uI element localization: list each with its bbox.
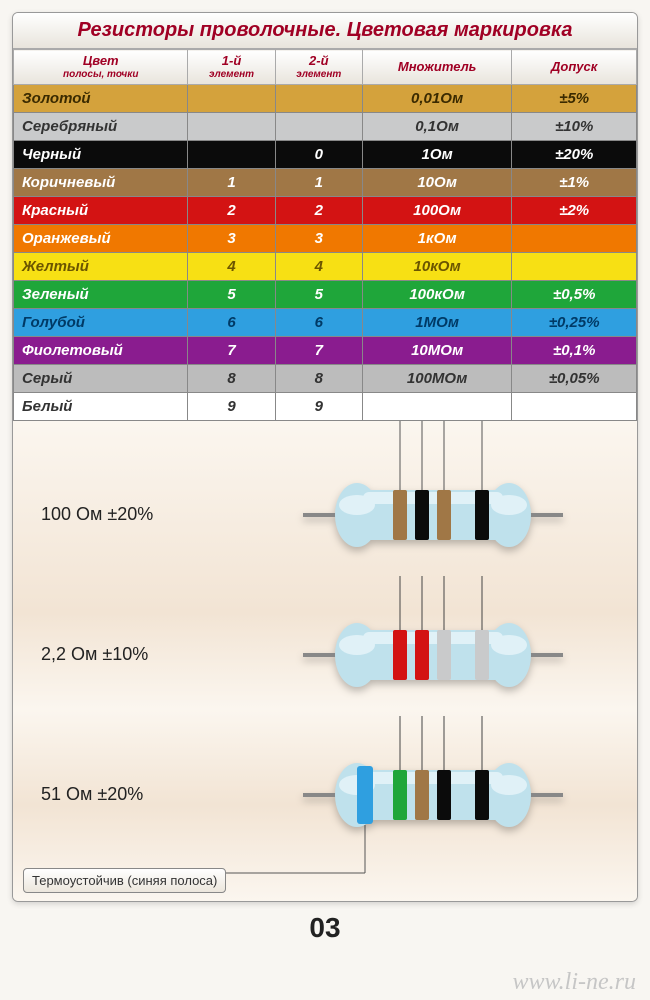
table-row: Фиолетовый7710МОм±0,1% xyxy=(14,337,637,365)
table-row: Оранжевый331кОм xyxy=(14,225,637,253)
color-name-cell: Красный xyxy=(14,197,188,225)
examples-area: Термоустойчив (синяя полоса) 100 Ом ±20%… xyxy=(13,421,637,901)
color-name-cell: Фиолетовый xyxy=(14,337,188,365)
color-value-cell: 1кОм xyxy=(362,225,512,253)
th-color: Цветполосы, точки xyxy=(14,50,188,85)
table-row: Серебряный 0,1Ом±10% xyxy=(14,113,637,141)
color-name-cell: Голубой xyxy=(14,309,188,337)
table-row: Желтый4410кОм xyxy=(14,253,637,281)
th-mult: Множитель xyxy=(362,50,512,85)
resistor-illustration xyxy=(303,616,563,694)
card-title: Резисторы проволочные. Цветовая маркиров… xyxy=(13,13,637,49)
color-value-cell: 100кОм xyxy=(362,281,512,309)
color-value-cell: 10МОм xyxy=(362,337,512,365)
color-value-cell: ±20% xyxy=(512,141,637,169)
info-card: Резисторы проволочные. Цветовая маркиров… xyxy=(12,12,638,902)
color-value-cell: ±5% xyxy=(512,85,637,113)
color-value-cell xyxy=(362,393,512,421)
color-value-cell: 3 xyxy=(275,225,362,253)
color-value-cell: 1МОм xyxy=(362,309,512,337)
color-name-cell: Белый xyxy=(14,393,188,421)
color-value-cell: 6 xyxy=(275,309,362,337)
color-value-cell xyxy=(512,393,637,421)
th-d2: 2-йэлемент xyxy=(275,50,362,85)
color-value-cell: 6 xyxy=(188,309,275,337)
color-name-cell: Коричневый xyxy=(14,169,188,197)
resistor-wrap xyxy=(303,476,563,559)
color-name-cell: Золотой xyxy=(14,85,188,113)
color-name-cell: Серебряный xyxy=(14,113,188,141)
resistor-illustration xyxy=(303,756,563,834)
table-row: Белый99 xyxy=(14,393,637,421)
color-name-cell: Черный xyxy=(14,141,188,169)
color-value-cell: 1 xyxy=(275,169,362,197)
color-value-cell: 4 xyxy=(275,253,362,281)
color-value-cell xyxy=(188,141,275,169)
color-value-cell xyxy=(512,225,637,253)
color-name-cell: Серый xyxy=(14,365,188,393)
color-value-cell: 1Ом xyxy=(362,141,512,169)
color-value-cell: 8 xyxy=(188,365,275,393)
color-value-cell: 8 xyxy=(275,365,362,393)
color-code-table: Цветполосы, точки 1-йэлемент 2-йэлемент … xyxy=(13,49,637,421)
color-value-cell: 4 xyxy=(188,253,275,281)
color-value-cell xyxy=(512,253,637,281)
table-row: Серый88100МОм±0,05% xyxy=(14,365,637,393)
color-value-cell: 2 xyxy=(275,197,362,225)
color-name-cell: Желтый xyxy=(14,253,188,281)
color-value-cell: 0 xyxy=(275,141,362,169)
color-value-cell: 1 xyxy=(188,169,275,197)
color-value-cell: 7 xyxy=(188,337,275,365)
color-value-cell: 2 xyxy=(188,197,275,225)
color-value-cell: ±0,05% xyxy=(512,365,637,393)
color-value-cell: 10кОм xyxy=(362,253,512,281)
color-value-cell: 9 xyxy=(188,393,275,421)
color-name-cell: Оранжевый xyxy=(14,225,188,253)
color-value-cell: 7 xyxy=(275,337,362,365)
table-row: Черный 01Ом±20% xyxy=(14,141,637,169)
table-row: Золотой 0,01Ом±5% xyxy=(14,85,637,113)
color-name-cell: Зеленый xyxy=(14,281,188,309)
color-value-cell: 0,1Ом xyxy=(362,113,512,141)
color-value-cell xyxy=(188,85,275,113)
table-row: Красный22100Ом±2% xyxy=(14,197,637,225)
color-value-cell xyxy=(275,85,362,113)
color-value-cell: 100Ом xyxy=(362,197,512,225)
color-value-cell: 100МОм xyxy=(362,365,512,393)
color-value-cell: 9 xyxy=(275,393,362,421)
color-value-cell xyxy=(275,113,362,141)
table-row: Коричневый1110Ом±1% xyxy=(14,169,637,197)
color-value-cell: 3 xyxy=(188,225,275,253)
color-value-cell: 5 xyxy=(188,281,275,309)
resistor-illustration xyxy=(303,476,563,554)
color-value-cell: 0,01Ом xyxy=(362,85,512,113)
color-value-cell: ±0,1% xyxy=(512,337,637,365)
color-value-cell: ±0,5% xyxy=(512,281,637,309)
table-row: Голубой661МОм±0,25% xyxy=(14,309,637,337)
watermark: www.li-ne.ru xyxy=(512,969,636,996)
color-value-cell: ±1% xyxy=(512,169,637,197)
resistor-wrap xyxy=(303,756,563,839)
color-value-cell: 10Ом xyxy=(362,169,512,197)
color-value-cell: 5 xyxy=(275,281,362,309)
resistor-wrap xyxy=(303,616,563,699)
example-label: 2,2 Ом ±10% xyxy=(41,644,148,665)
th-d1: 1-йэлемент xyxy=(188,50,275,85)
color-value-cell: ±2% xyxy=(512,197,637,225)
page-number: 03 xyxy=(12,912,638,944)
th-tol: Допуск xyxy=(512,50,637,85)
table-row: Зеленый55100кОм±0,5% xyxy=(14,281,637,309)
example-label: 51 Ом ±20% xyxy=(41,784,143,805)
color-value-cell: ±0,25% xyxy=(512,309,637,337)
color-value-cell xyxy=(188,113,275,141)
example-label: 100 Ом ±20% xyxy=(41,504,153,525)
color-value-cell: ±10% xyxy=(512,113,637,141)
thermal-note: Термоустойчив (синяя полоса) xyxy=(23,868,226,893)
